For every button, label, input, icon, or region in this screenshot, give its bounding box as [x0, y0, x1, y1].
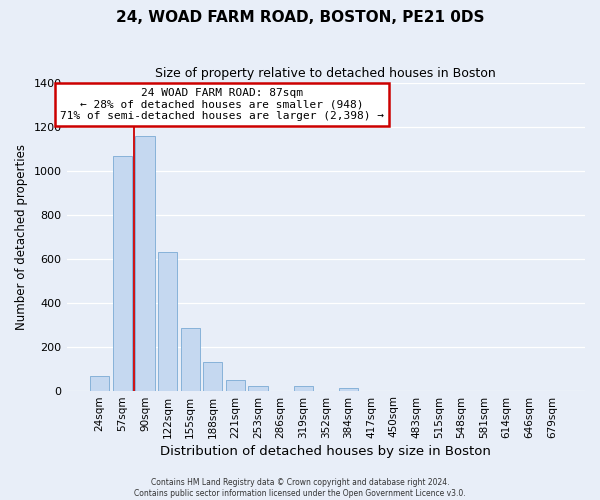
Bar — [226, 380, 245, 390]
Bar — [203, 362, 223, 390]
Bar — [248, 386, 268, 390]
Bar — [339, 388, 358, 390]
Title: Size of property relative to detached houses in Boston: Size of property relative to detached ho… — [155, 68, 496, 80]
Bar — [113, 156, 132, 390]
X-axis label: Distribution of detached houses by size in Boston: Distribution of detached houses by size … — [160, 444, 491, 458]
Bar — [158, 252, 177, 390]
Bar — [136, 136, 155, 390]
Bar — [181, 328, 200, 390]
Bar — [293, 386, 313, 390]
Text: 24, WOAD FARM ROAD, BOSTON, PE21 0DS: 24, WOAD FARM ROAD, BOSTON, PE21 0DS — [116, 10, 484, 25]
Text: Contains HM Land Registry data © Crown copyright and database right 2024.
Contai: Contains HM Land Registry data © Crown c… — [134, 478, 466, 498]
Y-axis label: Number of detached properties: Number of detached properties — [15, 144, 28, 330]
Bar — [90, 376, 109, 390]
Text: 24 WOAD FARM ROAD: 87sqm
← 28% of detached houses are smaller (948)
71% of semi-: 24 WOAD FARM ROAD: 87sqm ← 28% of detach… — [60, 88, 384, 121]
